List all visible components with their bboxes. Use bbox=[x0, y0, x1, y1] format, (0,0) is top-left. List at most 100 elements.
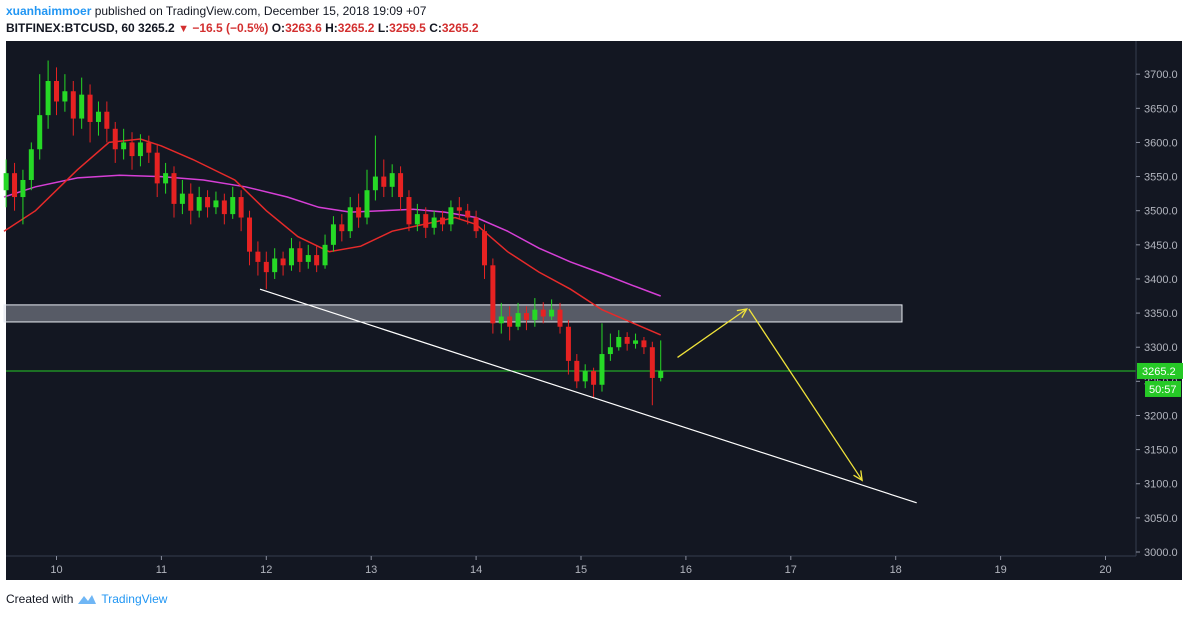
candle-body bbox=[565, 326, 571, 361]
candle-body bbox=[79, 94, 85, 119]
candle-body bbox=[28, 149, 34, 180]
candle-body bbox=[280, 258, 286, 266]
y-tick-label: 3700.0 bbox=[1144, 69, 1178, 81]
down-arrow-icon: ▼ bbox=[178, 23, 189, 35]
x-tick-label: 19 bbox=[994, 564, 1006, 576]
candle-body bbox=[473, 217, 479, 232]
author-link[interactable]: xuanhaimmoer bbox=[6, 4, 92, 18]
projection-arrow-up-head bbox=[736, 308, 748, 319]
resistance-zone bbox=[3, 304, 903, 323]
candle-body bbox=[423, 214, 429, 228]
candle-body bbox=[137, 142, 143, 157]
y-tick-label: 3650.0 bbox=[1144, 103, 1178, 115]
candle-body bbox=[557, 309, 563, 327]
projection-arrow-down bbox=[748, 308, 863, 481]
candle-body bbox=[364, 190, 370, 218]
ohlc-line: BITFINEX:BTCUSD, 60 3265.2 ▼ −16.5 (−0.5… bbox=[6, 20, 479, 37]
candle-body bbox=[599, 354, 605, 385]
x-tick-label: 10 bbox=[50, 564, 62, 576]
candle-body bbox=[658, 371, 664, 378]
close-value: 3265.2 bbox=[441, 21, 479, 35]
candle-body bbox=[221, 200, 227, 215]
last-price-badge-text: 3265.2 bbox=[1142, 366, 1176, 378]
created-with-text: Created with bbox=[6, 592, 74, 606]
time-axis[interactable]: 10 11 12 13 14 15 16 17 18 19 20 bbox=[6, 555, 1136, 576]
countdown-badge-text: 50:57 bbox=[1149, 384, 1177, 396]
candle-body bbox=[45, 81, 51, 116]
candle-body bbox=[448, 207, 454, 225]
candle-body bbox=[414, 214, 420, 225]
candle-body bbox=[574, 360, 580, 382]
resistance-zone-layer bbox=[3, 304, 1136, 372]
candle-body bbox=[481, 231, 487, 266]
candle-body bbox=[70, 91, 76, 119]
candle-body bbox=[465, 210, 471, 218]
publisher-line: xuanhaimmoer published on TradingView.co… bbox=[6, 3, 479, 20]
candle-body bbox=[179, 193, 185, 204]
last-price-badge bbox=[1137, 362, 1183, 379]
drawings bbox=[259, 288, 917, 504]
candle-body bbox=[305, 255, 311, 262]
candle-body bbox=[247, 217, 253, 252]
candle-body bbox=[490, 265, 496, 324]
candle-body bbox=[532, 309, 538, 320]
y-tick-label: 3200.0 bbox=[1144, 410, 1178, 422]
candle-body bbox=[406, 197, 412, 225]
candle-body bbox=[347, 207, 353, 232]
tradingview-logo-icon bbox=[78, 595, 97, 604]
candle-body bbox=[515, 313, 521, 327]
candle-body bbox=[205, 197, 211, 208]
candle-body bbox=[213, 200, 219, 208]
x-tick-label: 11 bbox=[156, 564, 167, 576]
x-tick-label: 17 bbox=[785, 564, 797, 576]
candle-body bbox=[389, 173, 395, 187]
candle-body bbox=[616, 336, 622, 348]
candle-body bbox=[540, 309, 546, 317]
candle-body bbox=[255, 251, 261, 262]
price-axis[interactable]: 3000.03050.03100.03150.03200.03250.03300… bbox=[1135, 41, 1178, 559]
y-tick-label: 3100.0 bbox=[1144, 479, 1178, 491]
candle-body bbox=[146, 142, 152, 153]
candle-body bbox=[431, 217, 437, 228]
ema-line bbox=[3, 138, 661, 336]
candle-body bbox=[3, 173, 9, 191]
candle-body bbox=[95, 111, 101, 122]
candle-body bbox=[641, 340, 647, 348]
candle-body bbox=[498, 316, 504, 324]
symbol-label: BITFINEX:BTCUSD, 60 bbox=[6, 21, 135, 35]
candle-body bbox=[54, 81, 59, 102]
candle-body bbox=[87, 94, 93, 122]
candle-body bbox=[440, 217, 446, 225]
candle-body bbox=[607, 347, 613, 355]
chart-background bbox=[6, 41, 1182, 580]
close-label: C: bbox=[429, 21, 442, 35]
candle-body bbox=[272, 258, 278, 273]
projection-arrow-down-head bbox=[853, 470, 863, 482]
candle-body bbox=[314, 255, 320, 266]
candle-body bbox=[507, 316, 513, 327]
published-text: published on TradingView.com, December 1… bbox=[94, 4, 427, 18]
y-tick-label: 3350.0 bbox=[1144, 308, 1178, 320]
price-labels: 3265.2 50:57 bbox=[1137, 362, 1183, 397]
open-value: 3263.6 bbox=[285, 21, 322, 35]
y-tick-label: 3550.0 bbox=[1144, 172, 1178, 184]
candle-body bbox=[356, 207, 362, 218]
x-tick-label: 16 bbox=[680, 564, 692, 576]
candle-body bbox=[523, 313, 529, 320]
x-tick-label: 20 bbox=[1099, 564, 1111, 576]
y-tick-label: 3450.0 bbox=[1144, 240, 1178, 252]
candle-body bbox=[549, 309, 555, 317]
candle-body bbox=[154, 152, 160, 184]
descending-trendline bbox=[259, 288, 917, 504]
candle-body bbox=[238, 197, 244, 218]
candle-body bbox=[171, 173, 177, 204]
tradingview-link[interactable]: TradingView bbox=[101, 592, 168, 606]
candle-body bbox=[456, 207, 462, 211]
candle-body bbox=[633, 340, 639, 344]
candle-body bbox=[582, 371, 588, 382]
projection-arrow-up bbox=[677, 308, 748, 358]
x-tick-label: 12 bbox=[260, 564, 272, 576]
candle-body bbox=[188, 193, 194, 211]
y-tick-label: 3300.0 bbox=[1144, 342, 1178, 354]
